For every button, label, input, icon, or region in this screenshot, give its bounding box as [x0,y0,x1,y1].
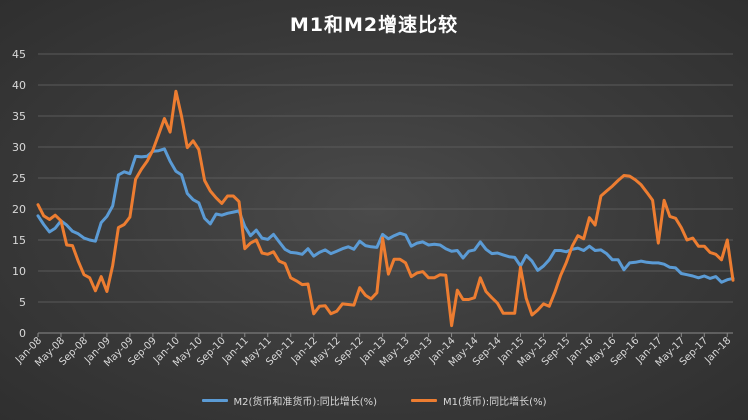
legend-label-m1: M1(货币):同比增长(%) [443,397,547,408]
y-tick-label: 10 [12,265,26,278]
y-tick-label: 45 [12,48,26,61]
chart-title: M1和M2增速比较 [289,14,459,36]
y-tick-label: 40 [12,79,26,92]
y-tick-label: 30 [12,141,26,154]
chart-legend: M2(货币和准货币):同比增长(%) M1(货币):同比增长(%) [0,393,748,408]
legend-item-m1: M1(货币):同比增长(%) [411,393,546,408]
y-tick-label: 35 [12,110,26,123]
legend-item-m2: M2(货币和准货币):同比增长(%) [201,393,377,408]
legend-swatch-m2 [201,399,228,402]
y-tick-label: 5 [19,296,26,309]
y-tick-label: 20 [12,203,26,216]
legend-swatch-m1 [411,399,437,402]
y-tick-label: 15 [12,234,26,247]
y-tick-label: 0 [19,327,26,340]
series-line-m1 [36,89,735,328]
legend-label-m2: M2(货币和准货币):同比增长(%) [233,397,377,408]
y-tick-label: 25 [12,172,26,185]
